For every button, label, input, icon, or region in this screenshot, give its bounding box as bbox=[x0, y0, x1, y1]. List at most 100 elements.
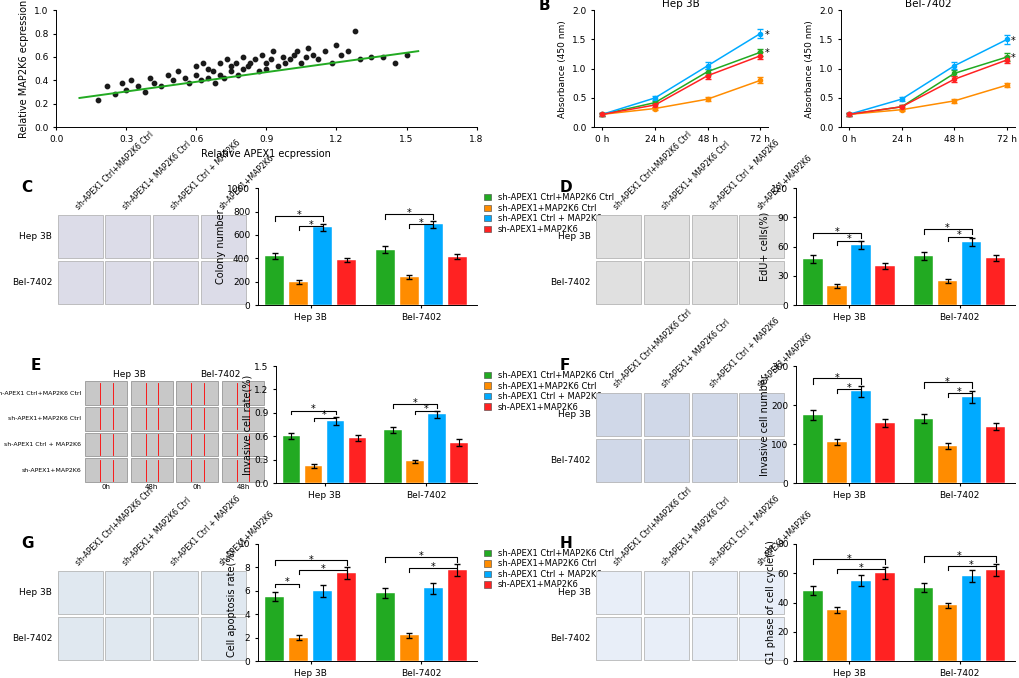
Bar bbox=[961, 397, 980, 483]
Point bbox=[106, 89, 122, 100]
FancyBboxPatch shape bbox=[643, 439, 688, 482]
X-axis label: Relative APEX1 ecpression: Relative APEX1 ecpression bbox=[201, 149, 331, 159]
FancyBboxPatch shape bbox=[595, 260, 640, 304]
Point bbox=[187, 69, 204, 80]
Point bbox=[300, 42, 316, 53]
FancyBboxPatch shape bbox=[595, 215, 640, 258]
Point bbox=[129, 81, 146, 92]
Point bbox=[298, 52, 314, 62]
Text: sh-APEX1+MAP2K6 Ctrl: sh-APEX1+MAP2K6 Ctrl bbox=[8, 416, 82, 421]
FancyBboxPatch shape bbox=[105, 616, 150, 660]
FancyBboxPatch shape bbox=[176, 458, 218, 482]
Point bbox=[286, 49, 303, 60]
Text: *: * bbox=[431, 561, 435, 572]
Point bbox=[386, 58, 403, 68]
Text: F: F bbox=[559, 358, 570, 373]
Text: sh-APEX1 Ctrl + MAP2K6: sh-APEX1 Ctrl + MAP2K6 bbox=[169, 138, 243, 212]
FancyBboxPatch shape bbox=[691, 260, 736, 304]
Point bbox=[113, 77, 129, 88]
Text: *: * bbox=[956, 551, 961, 561]
FancyBboxPatch shape bbox=[86, 433, 127, 456]
Text: Bel-7402: Bel-7402 bbox=[549, 278, 590, 287]
FancyBboxPatch shape bbox=[105, 571, 150, 614]
Point bbox=[323, 58, 339, 68]
Text: Bel-7402: Bel-7402 bbox=[12, 634, 52, 643]
Text: sh-APEX1+ MAP2K6 Ctrl: sh-APEX1+ MAP2K6 Ctrl bbox=[659, 140, 731, 212]
Bar bbox=[447, 256, 467, 305]
Text: *: * bbox=[858, 563, 862, 573]
Text: *: * bbox=[419, 551, 423, 561]
Point bbox=[176, 73, 193, 83]
Point bbox=[160, 69, 176, 80]
Point bbox=[310, 54, 326, 65]
Text: sh-APEX1 Ctrl + MAP2K6: sh-APEX1 Ctrl + MAP2K6 bbox=[707, 494, 781, 567]
FancyBboxPatch shape bbox=[201, 215, 246, 258]
Text: *: * bbox=[308, 555, 313, 565]
FancyBboxPatch shape bbox=[691, 215, 736, 258]
Bar bbox=[449, 443, 468, 483]
Y-axis label: Cell apoptosis rate(%): Cell apoptosis rate(%) bbox=[227, 549, 237, 656]
Bar bbox=[985, 426, 1005, 483]
FancyBboxPatch shape bbox=[176, 381, 218, 405]
Point bbox=[276, 58, 292, 68]
FancyBboxPatch shape bbox=[105, 260, 150, 304]
Bar bbox=[961, 576, 980, 661]
FancyBboxPatch shape bbox=[130, 381, 172, 405]
Text: sh-APEX1 Ctrl+MAP2K6 Ctrl: sh-APEX1 Ctrl+MAP2K6 Ctrl bbox=[611, 308, 693, 389]
Point bbox=[193, 75, 209, 86]
FancyBboxPatch shape bbox=[130, 407, 172, 431]
Y-axis label: Absorbance (450 nm): Absorbance (450 nm) bbox=[557, 20, 567, 117]
Point bbox=[346, 26, 363, 37]
Bar bbox=[803, 591, 821, 661]
Bar bbox=[265, 256, 284, 305]
FancyBboxPatch shape bbox=[595, 439, 640, 482]
Bar bbox=[447, 570, 467, 661]
Text: *: * bbox=[1010, 36, 1015, 45]
Point bbox=[200, 63, 216, 74]
FancyBboxPatch shape bbox=[57, 215, 103, 258]
Bar bbox=[913, 419, 932, 483]
Text: sh-APEX1 Ctrl + MAP2K6: sh-APEX1 Ctrl + MAP2K6 bbox=[707, 138, 781, 212]
Point bbox=[216, 73, 232, 83]
Point bbox=[398, 49, 415, 60]
Y-axis label: Colony number: Colony number bbox=[216, 210, 225, 284]
Y-axis label: G1 phase of cell cycle(%): G1 phase of cell cycle(%) bbox=[765, 540, 774, 664]
Text: sh-APEX1 Ctrl + MAP2K6: sh-APEX1 Ctrl + MAP2K6 bbox=[707, 316, 781, 389]
Text: sh-APEX1 Ctrl+MAP2K6 Ctrl: sh-APEX1 Ctrl+MAP2K6 Ctrl bbox=[0, 391, 82, 395]
Y-axis label: Invasive cell number: Invasive cell number bbox=[759, 374, 769, 475]
FancyBboxPatch shape bbox=[643, 393, 688, 436]
Legend: sh-APEX1 Ctrl+MAP2K6 Ctrl, sh-APEX1+MAP2K6 Ctrl, sh-APEX1 Ctrl + MAP2K6, sh-APEX: sh-APEX1 Ctrl+MAP2K6 Ctrl, sh-APEX1+MAP2… bbox=[483, 193, 614, 235]
FancyBboxPatch shape bbox=[105, 215, 150, 258]
Text: sh-APEX1 Ctrl+MAP2K6 Ctrl: sh-APEX1 Ctrl+MAP2K6 Ctrl bbox=[73, 130, 155, 212]
Bar bbox=[375, 250, 394, 305]
FancyBboxPatch shape bbox=[691, 393, 736, 436]
Point bbox=[223, 66, 239, 77]
Point bbox=[211, 69, 227, 80]
FancyBboxPatch shape bbox=[643, 260, 688, 304]
Text: *: * bbox=[846, 554, 851, 564]
Point bbox=[146, 77, 162, 88]
Point bbox=[211, 58, 227, 68]
Point bbox=[292, 58, 309, 68]
Bar bbox=[851, 245, 870, 305]
Bar bbox=[282, 436, 300, 483]
Point bbox=[153, 81, 169, 92]
FancyBboxPatch shape bbox=[57, 260, 103, 304]
FancyBboxPatch shape bbox=[86, 407, 127, 431]
Point bbox=[142, 73, 158, 83]
Text: *: * bbox=[423, 404, 428, 414]
Y-axis label: EdU+ cells(%): EdU+ cells(%) bbox=[759, 212, 769, 281]
FancyBboxPatch shape bbox=[130, 433, 172, 456]
Text: sh-APEX1+ MAP2K6 Ctrl: sh-APEX1+ MAP2K6 Ctrl bbox=[659, 318, 731, 389]
Legend: sh-APEX1 Ctrl+MAP2K6 Ctrl, sh-APEX1+MAP2K6 Ctrl, sh-APEX1 Ctrl + MAP2K6, sh-APEX: sh-APEX1 Ctrl+MAP2K6 Ctrl, sh-APEX1+MAP2… bbox=[482, 370, 614, 412]
Point bbox=[195, 58, 211, 68]
Bar bbox=[313, 227, 332, 305]
Bar bbox=[874, 422, 894, 483]
Y-axis label: Relative MAP2K6 ecpression: Relative MAP2K6 ecpression bbox=[18, 0, 29, 138]
Point bbox=[239, 61, 256, 72]
Point bbox=[251, 66, 267, 77]
Bar bbox=[874, 574, 894, 661]
Bar bbox=[399, 635, 419, 661]
Point bbox=[258, 63, 274, 74]
Text: G: G bbox=[21, 536, 34, 551]
